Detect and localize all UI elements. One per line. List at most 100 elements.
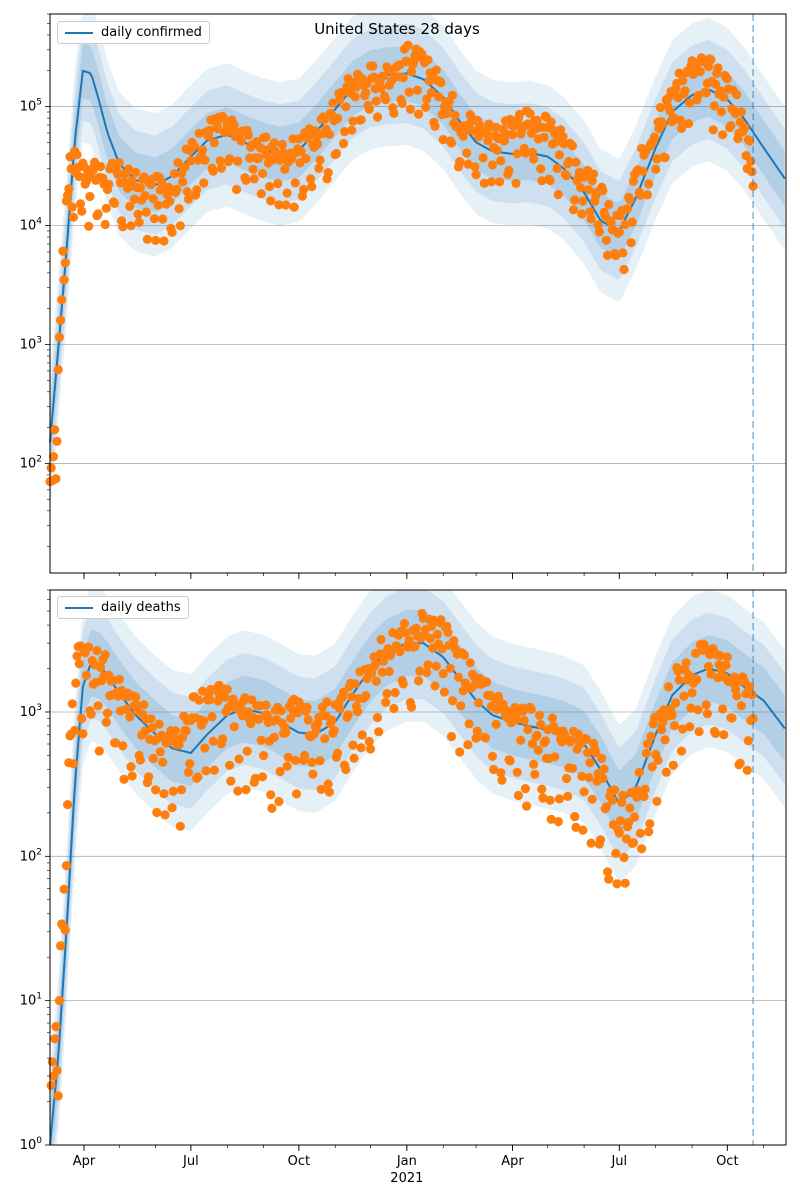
observed-point: [603, 867, 613, 877]
y-tick-label: 102: [20, 454, 42, 471]
observed-point: [261, 132, 271, 142]
observed-point: [341, 102, 351, 112]
observed-point: [487, 751, 498, 762]
observed-point: [81, 670, 91, 681]
y-tick-label: 100: [20, 1136, 43, 1153]
observed-point: [619, 852, 629, 863]
observed-point: [56, 941, 66, 951]
observed-point: [578, 825, 588, 835]
observed-point: [536, 720, 546, 730]
observed-point: [205, 695, 215, 705]
observed-point: [140, 191, 150, 201]
observed-point: [370, 660, 380, 670]
observed-point: [533, 745, 543, 755]
observed-point: [491, 719, 501, 730]
observed-point: [463, 740, 473, 750]
observed-point: [322, 697, 332, 707]
observed-point: [352, 706, 363, 717]
observed-point: [687, 688, 697, 698]
observed-point: [51, 1022, 61, 1032]
observed-point: [681, 658, 691, 668]
observed-point: [125, 201, 135, 211]
observed-point: [101, 717, 111, 727]
observed-point: [446, 731, 457, 742]
observed-point: [719, 92, 729, 102]
observed-point: [722, 74, 732, 84]
observed-point: [539, 132, 549, 142]
observed-point: [74, 171, 84, 182]
observed-point: [283, 752, 293, 762]
observed-point: [679, 691, 689, 701]
observed-point: [399, 618, 410, 629]
observed-point: [586, 838, 596, 848]
observed-point: [694, 727, 704, 737]
observed-point: [129, 194, 140, 204]
observed-point: [421, 102, 431, 112]
observed-point: [611, 848, 621, 859]
uncertainty-band: [50, 43, 785, 470]
observed-point: [153, 200, 163, 210]
observed-point: [289, 202, 299, 212]
observed-point: [378, 71, 388, 81]
y-tick-label: 104: [20, 217, 43, 234]
observed-point: [286, 713, 296, 724]
observed-point: [282, 188, 292, 198]
observed-point: [601, 802, 612, 812]
observed-point: [348, 116, 358, 126]
x-tick-label: Jan: [396, 1154, 417, 1169]
observed-point: [537, 176, 547, 186]
observed-point: [620, 878, 630, 888]
observed-point: [356, 743, 366, 753]
observed-point: [71, 678, 81, 688]
observed-point: [118, 222, 128, 232]
observed-point: [471, 170, 481, 180]
observed-point: [167, 803, 177, 813]
observed-point: [404, 635, 414, 645]
observed-point: [437, 644, 447, 654]
observed-point: [266, 790, 276, 800]
observed-point: [553, 817, 563, 827]
observed-point: [577, 209, 587, 219]
observed-point: [653, 755, 663, 765]
observed-point: [480, 733, 491, 743]
observed-point: [660, 735, 670, 745]
observed-point: [324, 787, 334, 797]
observed-point: [135, 183, 145, 193]
observed-point: [708, 125, 718, 135]
observed-point: [314, 163, 324, 173]
observed-point: [159, 236, 169, 246]
observed-point: [661, 767, 671, 777]
observed-point: [378, 656, 388, 666]
observed-point: [151, 235, 161, 245]
observed-point: [333, 748, 343, 758]
observed-point: [726, 121, 736, 131]
observed-point: [736, 107, 747, 117]
observed-point: [110, 198, 120, 208]
observed-point: [713, 63, 723, 73]
observed-point: [269, 732, 279, 742]
observed-point: [74, 659, 84, 669]
observed-point: [328, 98, 338, 108]
observed-point: [361, 691, 371, 701]
observed-point: [356, 115, 366, 125]
observed-point: [639, 791, 649, 802]
observed-point: [578, 196, 588, 206]
observed-point: [405, 104, 415, 114]
observed-point: [160, 810, 170, 820]
observed-point: [675, 115, 686, 125]
observed-point: [118, 741, 128, 751]
observed-point: [703, 661, 714, 672]
observed-point: [669, 721, 680, 731]
observed-point: [172, 184, 182, 194]
observed-point: [489, 764, 499, 775]
observed-point: [111, 738, 121, 748]
observed-point: [449, 636, 459, 646]
observed-point: [727, 713, 737, 723]
observed-point: [571, 157, 581, 167]
observed-point: [149, 214, 160, 224]
observed-point: [645, 819, 655, 829]
observed-point: [350, 92, 360, 102]
observed-point: [622, 204, 633, 214]
observed-point: [688, 69, 698, 79]
observed-point: [455, 157, 465, 167]
